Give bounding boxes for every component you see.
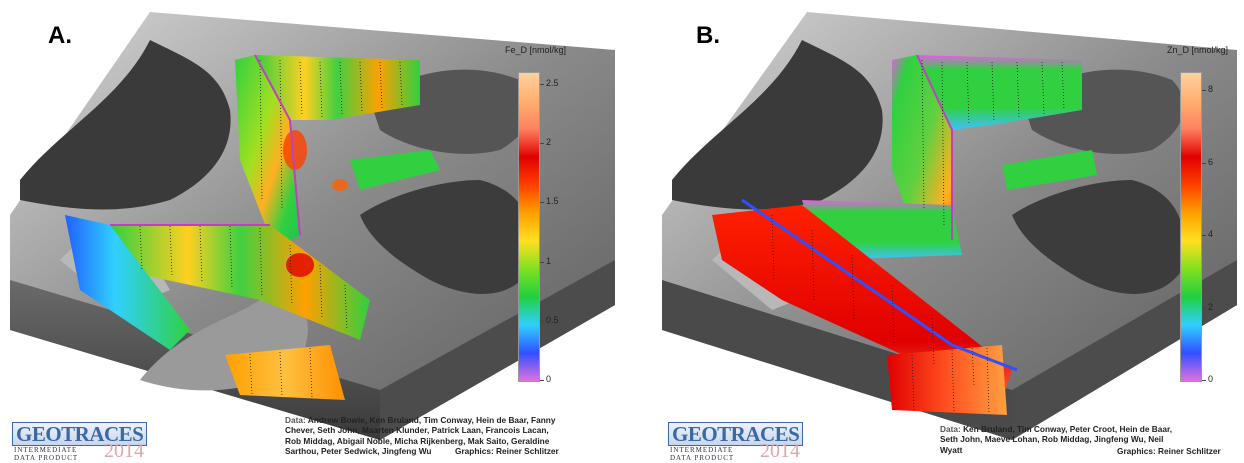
geotraces-logo: GEOTRACES INTERMEDIATE DATA PRODUCT 2014: [12, 422, 172, 462]
section-southern-a: [225, 345, 345, 400]
colorbar-tick-label: 2: [539, 137, 552, 148]
credits-data-label: Data:: [285, 415, 306, 425]
zn-3d-section-scene: [662, 12, 1237, 440]
panel-label-b: B.: [696, 22, 720, 49]
colorbar-tick-label: 0: [1201, 374, 1214, 384]
fe-maximum-spot: [332, 179, 348, 191]
colorbar-tick-label: 6: [1201, 156, 1214, 167]
section-northern-b: [917, 55, 1082, 130]
credits-data-text: Ken Bruland, Tim Conway, Peter Croot, He…: [963, 424, 1173, 434]
logo-subtitle-1: INTERMEDIATE: [670, 446, 734, 454]
colorbar-title-fe: Fe_D [nmol/kg]: [505, 45, 567, 55]
graphics-text: Reiner Schlitzer: [1158, 446, 1221, 456]
section-east-a: [350, 150, 440, 190]
data-credits-b: Data: Ken Bruland, Tim Conway, Peter Cro…: [940, 424, 1230, 455]
colorbar-tick-label: 8: [1201, 84, 1214, 95]
colorbar-fe: [518, 72, 540, 382]
graphics-label: Graphics:: [455, 446, 494, 456]
block-side-right: [380, 260, 615, 440]
geotraces-logo: GEOTRACES INTERMEDIATE DATA PRODUCT 2014: [668, 422, 828, 462]
continent-north-america: [672, 40, 883, 210]
colorbar-tick-label: 2.5: [540, 77, 559, 88]
graphics-credit-b: Graphics: Reiner Schlitzer: [1117, 446, 1221, 456]
section-surface-line: [916, 54, 953, 240]
credits-line: Seth John, Maeve Lohan, Rob Middag, Jing…: [940, 434, 1164, 445]
logo-subtitle-2: DATA PRODUCT: [670, 454, 735, 462]
credits-line: Chever, Seth John, Maarten Klunder, Patr…: [285, 425, 549, 436]
continent-africa: [360, 180, 533, 294]
continent-africa: [1012, 180, 1185, 294]
credits-data-label: Data:: [940, 424, 961, 434]
panel-label-a: A.: [48, 22, 72, 49]
graphics-label: Graphics:: [1117, 446, 1156, 456]
section-zonal-a: [110, 225, 370, 340]
graphics-text: Reiner Schlitzer: [496, 446, 559, 456]
logo-subtitle: INTERMEDIATE DATA PRODUCT: [670, 446, 734, 462]
logo-wordmark: GEOTRACES: [668, 422, 804, 446]
continent-north-america: [20, 40, 231, 210]
fe-3d-section-scene: [10, 12, 615, 440]
logo-year: 2014: [104, 440, 144, 462]
logo-subtitle-1: INTERMEDIATE: [14, 446, 78, 454]
credits-line: Sarthou, Peter Sedwick, Jingfeng Wu: [285, 446, 432, 457]
credits-line: Wyatt: [940, 444, 963, 455]
colorbar-zn: [1180, 72, 1202, 382]
station-markers: [139, 59, 403, 399]
data-credits-a: Data: Andrew Bowie, Ken Bruland, Tim Con…: [285, 415, 605, 457]
colorbar-tick-label: 0.5: [540, 314, 559, 325]
panel-a: A. Fe_D [nmol/kg] 2.5 2 1.5 1 0.5 0 GEOTRACES…: [0, 0, 622, 462]
credits-data-text: Andrew Bowie, Ken Bruland, Tim Conway, H…: [307, 415, 556, 425]
section-western-a: [65, 215, 190, 350]
credits-line: Data: Ken Bruland, Tim Conway, Peter Cro…: [940, 424, 1230, 434]
colorbar-tick-label: 4: [1201, 229, 1214, 240]
section-surface-line: [254, 54, 301, 236]
station-markers: [771, 59, 1065, 415]
logo-wordmark: GEOTRACES: [12, 422, 148, 446]
graphics-credit-a: Graphics: Reiner Schlitzer: [455, 446, 559, 456]
panel-b: B. Zn_D [nmol/kg] 8 6 4 2 0 GEOTRACES INTERM…: [622, 0, 1244, 462]
section-southern-b: [887, 345, 1007, 415]
colorbar-tick-label: 1.5: [540, 196, 559, 207]
colorbar-tick-label: 0: [539, 374, 552, 384]
fe-maximum-spot: [283, 130, 307, 170]
logo-subtitle: INTERMEDIATE DATA PRODUCT: [14, 446, 78, 462]
section-northern-a: [255, 55, 420, 120]
section-north-south-a: [235, 55, 300, 250]
credits-line: Data: Andrew Bowie, Ken Bruland, Tim Con…: [285, 415, 605, 425]
section-east-b: [1002, 150, 1097, 190]
logo-subtitle-2: DATA PRODUCT: [14, 454, 79, 462]
colorbar-tick-label: 2: [1201, 301, 1214, 312]
fe-maximum-spot: [286, 253, 314, 277]
colorbar-title-zn: Zn_D [nmol/kg]: [1167, 45, 1229, 55]
colorbar-tick-label: 1: [539, 255, 552, 266]
credits-line: Rob Middag, Abigail Noble, Micha Rijkenb…: [285, 435, 550, 446]
section-surface-line: [741, 198, 1018, 372]
logo-year: 2014: [760, 440, 800, 462]
